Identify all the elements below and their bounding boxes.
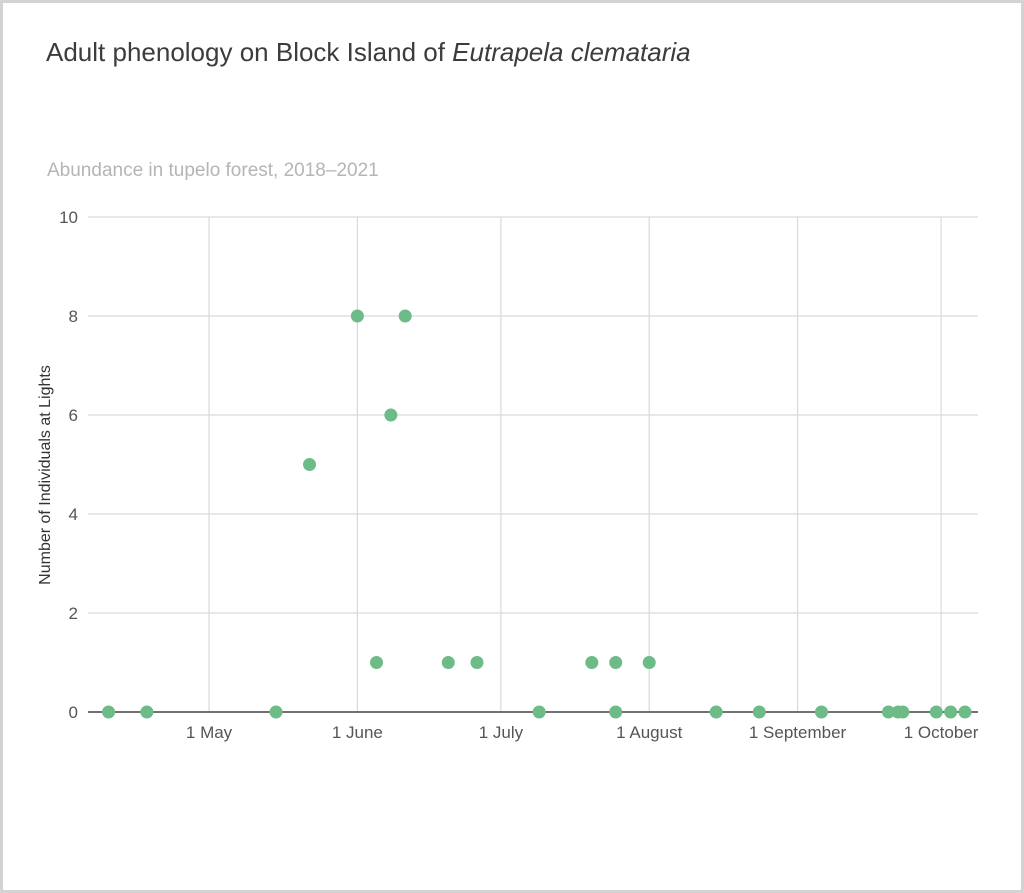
chart-subtitle: Abundance in tupelo forest, 2018–2021: [47, 160, 379, 181]
x-tick-label: 1 May: [186, 723, 233, 742]
data-point: [881, 705, 895, 719]
y-tick-labels: 0 2 4 6 8 10: [59, 208, 78, 722]
chart-title: Adult phenology on Block Island of Eutra…: [46, 37, 691, 68]
y-tick-label: 6: [69, 406, 78, 425]
data-point: [398, 309, 412, 323]
y-axis-label: Number of Individuals at Lights: [37, 365, 54, 585]
data-point: [814, 705, 828, 719]
data-point: [609, 656, 623, 669]
data-point: [269, 705, 283, 719]
data-point: [532, 705, 546, 719]
y-tick-label: 2: [69, 604, 78, 623]
x-tick-label: 1 August: [616, 723, 682, 742]
x-tick-label: 1 September: [749, 723, 847, 742]
data-point: [585, 656, 599, 669]
data-point: [441, 656, 455, 669]
data-point: [752, 705, 766, 719]
x-tick-label: 1 June: [332, 723, 383, 742]
y-tick-label: 4: [69, 505, 78, 524]
data-point: [642, 656, 656, 669]
data-point: [896, 705, 910, 719]
data-point: [384, 408, 398, 422]
x-tick-label: 1 October: [904, 723, 979, 742]
y-tick-label: 10: [59, 208, 78, 227]
data-point: [102, 705, 116, 719]
data-point: [350, 309, 364, 323]
y-tick-label: 8: [69, 307, 78, 326]
x-tick-labels: 1 May 1 June 1 July 1 August 1 September 1 Oc…: [186, 723, 979, 742]
data-point: [929, 705, 943, 719]
data-points: [102, 309, 972, 719]
data-point: [958, 705, 972, 719]
x-tick-label: 1 July: [479, 723, 524, 742]
data-point: [609, 705, 623, 719]
data-point: [303, 458, 317, 471]
grid: [88, 216, 978, 713]
chart-title-prefix: Adult phenology on Block Island of: [46, 37, 453, 67]
y-tick-label: 0: [69, 703, 78, 722]
chart-title-species: Eutrapela clemataria: [452, 37, 691, 67]
data-point: [944, 705, 958, 719]
data-point: [140, 705, 154, 719]
data-point: [470, 656, 484, 669]
data-point: [370, 656, 384, 669]
data-point: [709, 705, 723, 719]
